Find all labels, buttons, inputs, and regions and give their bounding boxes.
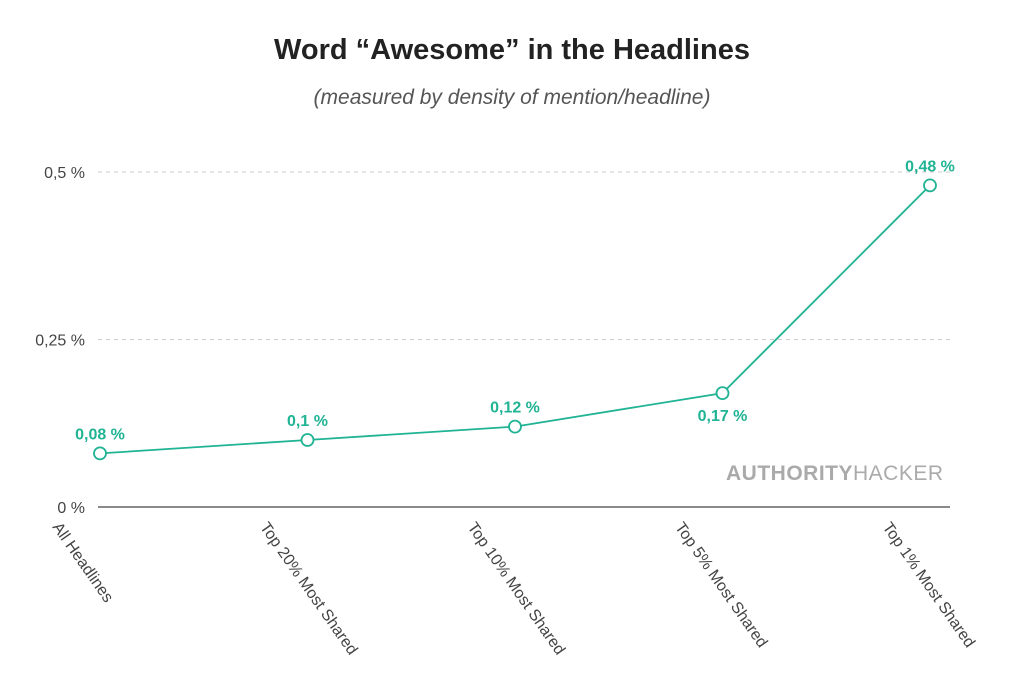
data-label: 0,08 % xyxy=(75,426,125,443)
chart-subtitle: (measured by density of mention/headline… xyxy=(313,86,711,109)
brand-bold-text: AUTHORITY xyxy=(726,462,853,485)
y-tick-label: 0,5 % xyxy=(44,165,85,182)
y-tick-label: 0,25 % xyxy=(35,333,85,350)
data-point xyxy=(508,419,522,434)
data-point xyxy=(300,433,315,447)
data-label: 0,48 % xyxy=(905,158,955,175)
x-tick-label: Top 10% Most Shared xyxy=(464,520,568,659)
data-point xyxy=(923,178,937,193)
brand-light-text: HACKER xyxy=(853,462,944,485)
y-tick-label: 0 % xyxy=(57,500,85,517)
data-point xyxy=(93,446,107,461)
brand-watermark: AUTHORITYHACKER xyxy=(726,462,944,486)
data-point xyxy=(715,386,730,401)
x-tick-label: All Headlines xyxy=(49,520,116,606)
chart-title: Word “Awesome” in the Headlines xyxy=(274,34,750,66)
data-label: 0,12 % xyxy=(490,400,540,417)
x-tick-label: Top 20% Most Shared xyxy=(256,520,360,659)
x-tick-label: Top 1% Most Shared xyxy=(879,520,978,651)
data-label: 0,17 % xyxy=(698,408,748,425)
x-tick-label: Top 5% Most Shared xyxy=(671,520,770,651)
data-label: 0,1 % xyxy=(287,413,328,430)
